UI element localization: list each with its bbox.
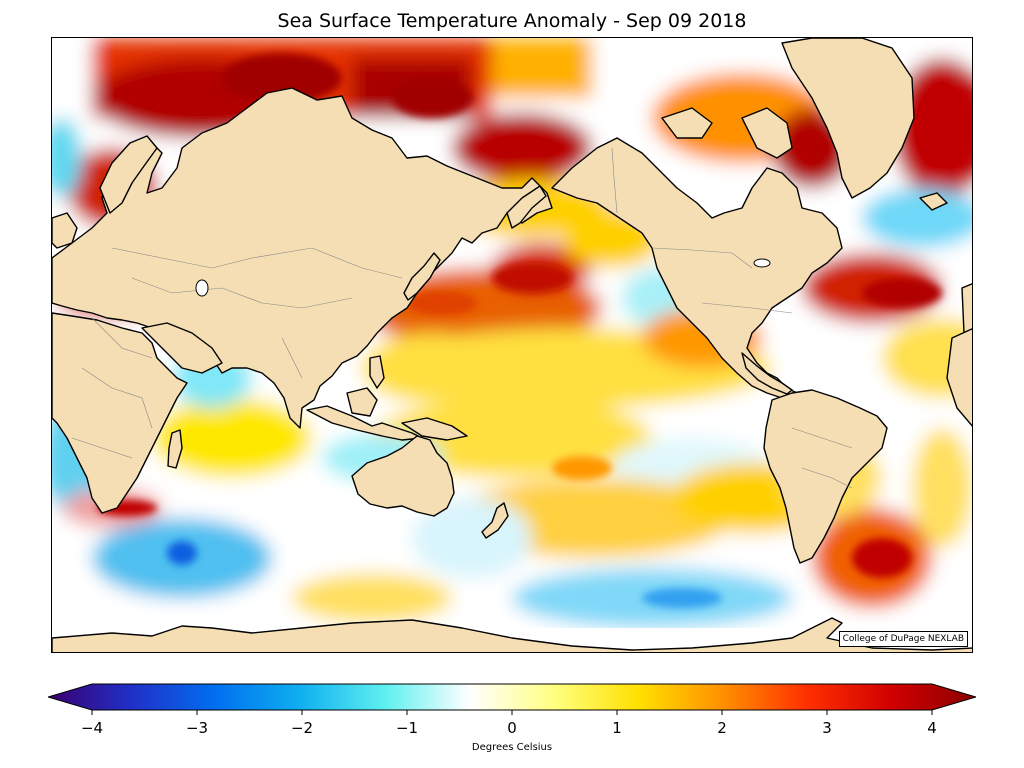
colorbar-tick-label: −3 — [185, 719, 209, 737]
north-america-landmass — [551, 137, 843, 399]
colorbar-tick-label: 4 — [927, 719, 937, 737]
colorbar-tick-label: 0 — [507, 719, 517, 737]
borneo-landmass — [346, 387, 378, 417]
colorbar-tick-label: −2 — [290, 719, 314, 737]
iceland-landmass — [919, 192, 948, 211]
anomaly-field — [52, 38, 972, 652]
greenland-landmass — [781, 38, 915, 199]
colorbar-tick-label: 3 — [822, 719, 832, 737]
south-america-landmass — [763, 389, 888, 564]
madagascar-landmass — [167, 429, 183, 469]
country-borders — [71, 147, 853, 489]
colorbar-tick-label: −4 — [80, 719, 104, 737]
africa-landmass — [52, 312, 188, 514]
land-masses — [52, 38, 972, 652]
japan-landmass — [403, 252, 441, 301]
arabia-landmass — [141, 322, 223, 374]
colorbar-bar — [48, 683, 976, 711]
colorbar-tick-label: 2 — [717, 719, 727, 737]
europe-west-landmass — [52, 212, 78, 249]
colorbar-unit-label: Degrees Celsius — [471, 742, 553, 753]
baffin-island-landmass — [741, 107, 793, 159]
lakes — [195, 258, 771, 297]
map-title: Sea Surface Temperature Anomaly - Sep 09… — [277, 10, 747, 32]
australia-landmass — [351, 435, 455, 517]
credit-label: College of DuPage NEXLAB — [838, 631, 968, 647]
colorbar-gradient — [48, 683, 976, 715]
central-america-landmass — [741, 352, 793, 395]
new-guinea-landmass — [401, 417, 468, 441]
kamchatka-landmass — [506, 185, 547, 229]
colorbar: −4 −3 −2 −1 0 1 2 3 4 Degrees Celsius — [48, 682, 976, 762]
new-zealand-landmass — [481, 502, 509, 539]
sst-anomaly-map: College of DuPage NEXLAB — [51, 37, 973, 653]
colorbar-tick-label: 1 — [612, 719, 622, 737]
scandinavia-landmass — [99, 135, 158, 214]
africa-west-edge-landmass — [946, 328, 972, 427]
indonesia-landmass — [306, 405, 423, 441]
map-canvas — [52, 38, 972, 652]
europe-east-edge-landmass — [961, 283, 972, 338]
philippines-landmass — [369, 355, 385, 389]
colorbar-tick-label: −1 — [395, 719, 419, 737]
arctic-islands-landmass — [661, 107, 713, 139]
